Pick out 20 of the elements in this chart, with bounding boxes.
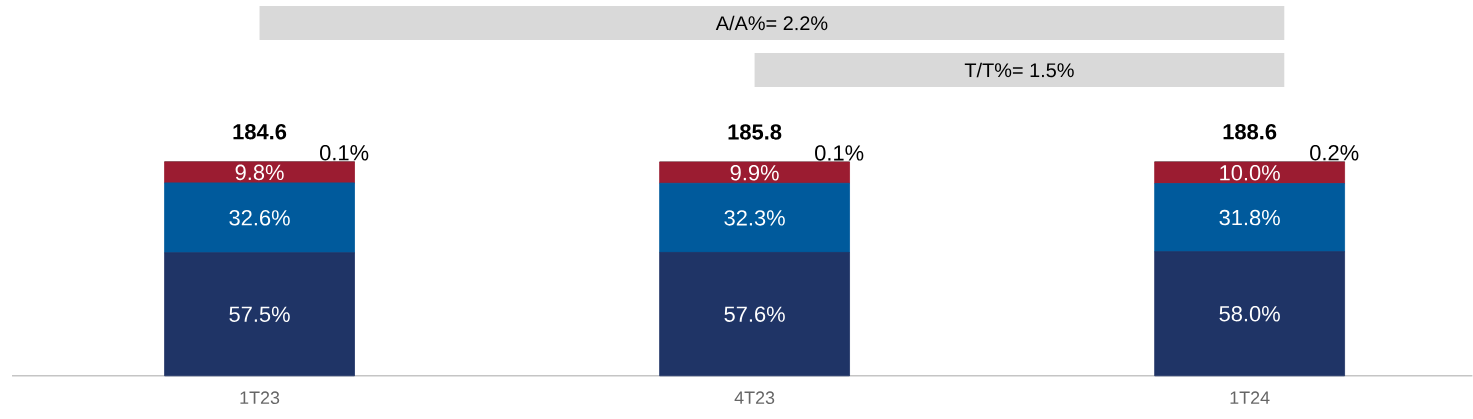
annotation: 185.8: [728, 124, 782, 140]
data-label: 10.0%: [1220, 165, 1280, 181]
x-tick-label: 1T23: [240, 391, 280, 405]
data-label: 32.3%: [724, 210, 785, 226]
data-label: 57.6%: [724, 306, 785, 323]
x-tick-label: 4T23: [734, 391, 775, 405]
annotation: 184.6: [233, 124, 287, 140]
data-label: 9.9%: [730, 165, 779, 181]
text: T/T%= 1.5%: [964, 62, 1074, 78]
text: A/A%= 2.2%: [715, 15, 828, 31]
data-label: 0.2%: [1310, 145, 1359, 161]
annotation: 188.6: [1223, 124, 1277, 140]
data-label: 0.1%: [320, 145, 369, 161]
data-label: 9.8%: [235, 164, 284, 181]
data-label: 0.1%: [815, 145, 864, 161]
x-tick-label: 1T24: [1230, 391, 1270, 404]
data-label: 31.8%: [1219, 209, 1280, 226]
data-label: 58.0%: [1219, 306, 1280, 322]
data-label: 32.6%: [229, 210, 290, 226]
data-label: 57.5%: [229, 306, 290, 323]
